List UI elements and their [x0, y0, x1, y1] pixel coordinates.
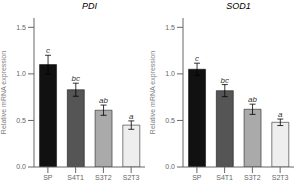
svg-text:0.5: 0.5: [16, 117, 26, 124]
svg-text:ab: ab: [248, 95, 257, 104]
svg-text:0.5: 0.5: [165, 117, 175, 124]
svg-text:ab: ab: [99, 96, 108, 105]
svg-text:1.5: 1.5: [16, 24, 26, 31]
svg-text:a: a: [129, 112, 134, 121]
svg-text:SP: SP: [43, 174, 53, 181]
svg-text:S3T2: S3T2: [244, 174, 261, 181]
svg-text:a: a: [278, 110, 283, 119]
svg-text:SP: SP: [192, 174, 202, 181]
svg-text:1.0: 1.0: [165, 70, 175, 77]
svg-text:bc: bc: [72, 74, 80, 83]
html-text:PDI: PDI: [82, 1, 97, 11]
svg-text:bc: bc: [221, 76, 229, 85]
svg-text:1.5: 1.5: [165, 24, 175, 31]
svg-text:1.0: 1.0: [16, 70, 26, 77]
svg-text:c: c: [195, 54, 199, 63]
svg-text:S4T1: S4T1: [216, 174, 233, 181]
svg-text:Relative mRNA expression: Relative mRNA expression: [8, 51, 9, 134]
svg-text:0.0: 0.0: [16, 163, 26, 170]
svg-text:Relative mRNA expression: Relative mRNA expression: [149, 51, 157, 134]
svg-text:0.0: 0.0: [165, 163, 175, 170]
html-text:SOD1: SOD1: [226, 1, 251, 11]
svg-text:S2T3: S2T3: [272, 174, 289, 181]
svg-text:S2T3: S2T3: [123, 174, 140, 181]
svg-text:S4T1: S4T1: [67, 174, 84, 181]
svg-text:c: c: [46, 46, 50, 55]
svg-text:S3T2: S3T2: [95, 174, 112, 181]
